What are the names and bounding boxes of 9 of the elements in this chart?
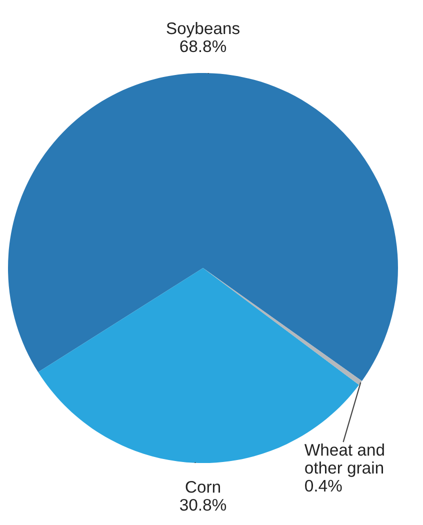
slice-label: Corn [186, 480, 220, 493]
data-label: 30.8% [180, 498, 226, 511]
data-label: 0.4% [305, 480, 342, 492]
slice-label: Soybeans [166, 22, 240, 38]
pie-slice [8, 73, 398, 381]
pie-slice [38, 268, 360, 463]
slice-label: Wheat and other grain [304, 444, 384, 477]
data-label: 68.8% [180, 40, 226, 52]
pie-slice [203, 268, 362, 385]
